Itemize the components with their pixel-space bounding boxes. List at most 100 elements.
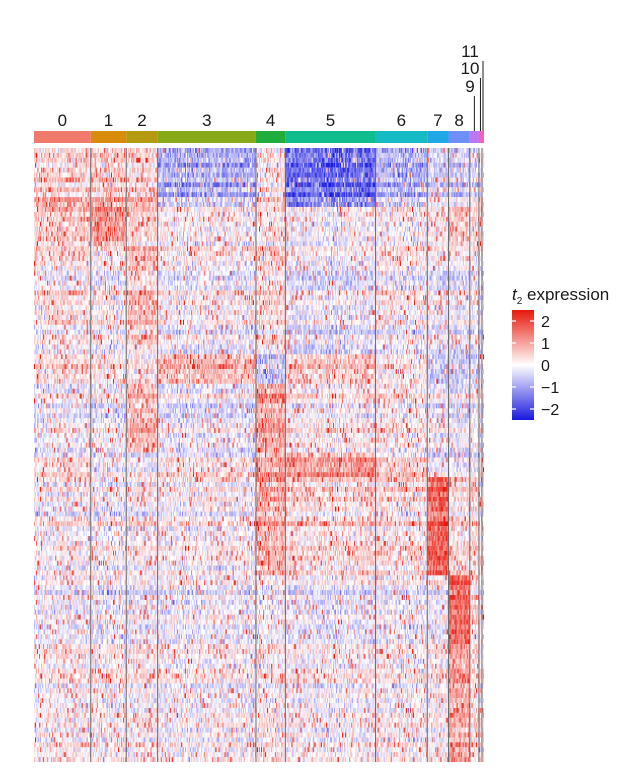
heatmap-cell — [230, 148, 231, 153]
heatmap-cell — [459, 148, 460, 153]
heatmap-cell — [233, 158, 234, 163]
heatmap-cell — [402, 168, 403, 173]
heatmap-cell — [74, 168, 75, 173]
heatmap-cell — [217, 163, 218, 168]
heatmap-cell — [154, 177, 155, 182]
heatmap-cell — [309, 158, 310, 163]
heatmap-cell — [38, 163, 39, 168]
heatmap-cell — [201, 153, 202, 158]
heatmap-cell — [165, 177, 166, 182]
heatmap-cell — [85, 148, 86, 153]
heatmap-cell — [319, 158, 320, 163]
heatmap-cell — [445, 182, 446, 187]
heatmap-cell — [333, 173, 334, 178]
heatmap-cell — [77, 173, 78, 178]
heatmap-cell — [175, 177, 176, 182]
heatmap-cell — [42, 168, 43, 173]
heatmap-cell — [293, 163, 294, 168]
heatmap-cell — [43, 177, 44, 182]
heatmap-cell — [451, 177, 452, 182]
heatmap-cell — [59, 173, 60, 178]
heatmap-cell — [164, 168, 165, 173]
heatmap-cell — [203, 153, 204, 158]
heatmap-cell — [272, 163, 273, 168]
heatmap-cell — [212, 177, 213, 182]
heatmap-cell — [422, 163, 423, 168]
heatmap-cell — [52, 168, 53, 173]
heatmap-cell — [206, 173, 207, 178]
heatmap-cell — [85, 182, 86, 187]
heatmap-cell — [136, 173, 137, 178]
heatmap-cell — [110, 148, 111, 153]
heatmap-cell — [254, 153, 255, 158]
heatmap-cell — [228, 182, 229, 187]
heatmap-cell — [415, 148, 416, 153]
heatmap-cell — [362, 173, 363, 178]
heatmap-cell — [124, 168, 125, 173]
heatmap-cell — [345, 177, 346, 182]
heatmap-cell — [161, 168, 162, 173]
heatmap-cell — [352, 148, 353, 153]
heatmap-cell — [271, 148, 272, 153]
heatmap-cell — [35, 158, 36, 163]
heatmap-cell — [458, 148, 459, 153]
heatmap-cell — [243, 148, 244, 153]
heatmap-cell — [137, 177, 138, 182]
heatmap-cell — [261, 182, 262, 187]
heatmap-cell — [245, 158, 246, 163]
heatmap-cell — [457, 168, 458, 173]
heatmap-cell — [391, 182, 392, 187]
heatmap-cell — [422, 158, 423, 163]
heatmap-cell — [234, 182, 235, 187]
heatmap-cell — [252, 163, 253, 168]
heatmap-cell — [460, 153, 461, 158]
heatmap-cell — [349, 163, 350, 168]
heatmap-cell — [215, 173, 216, 178]
heatmap-cell — [357, 173, 358, 178]
heatmap-cell — [218, 177, 219, 182]
heatmap-cell — [385, 177, 386, 182]
heatmap-cell — [237, 148, 238, 153]
heatmap-cell — [414, 177, 415, 182]
heatmap-cell — [269, 177, 270, 182]
heatmap-cell — [40, 177, 41, 182]
heatmap-cell — [188, 163, 189, 168]
heatmap-cell — [341, 182, 342, 187]
heatmap-cell — [424, 163, 425, 168]
heatmap-cell — [116, 158, 117, 163]
heatmap-cell — [391, 173, 392, 178]
heatmap-cell — [359, 148, 360, 153]
heatmap-cell — [240, 153, 241, 158]
heatmap-cell — [307, 153, 308, 158]
heatmap-cell — [253, 177, 254, 182]
heatmap-cell — [205, 173, 206, 178]
heatmap-cell — [436, 177, 437, 182]
heatmap-cell — [105, 163, 106, 168]
heatmap-cell — [335, 182, 336, 187]
heatmap-cell — [70, 173, 71, 178]
heatmap-cell — [273, 148, 274, 153]
heatmap-cell — [191, 158, 192, 163]
heatmap-cell — [406, 148, 407, 153]
heatmap-cell — [466, 163, 467, 168]
heatmap-cell — [175, 182, 176, 187]
heatmap-cell — [50, 182, 51, 187]
heatmap-cell — [266, 158, 267, 163]
heatmap-cell — [217, 153, 218, 158]
heatmap-cell — [46, 163, 47, 168]
heatmap-cell — [461, 177, 462, 182]
heatmap-cell — [203, 168, 204, 173]
heatmap-cell — [196, 177, 197, 182]
heatmap-cell — [270, 148, 271, 153]
heatmap-cell — [92, 148, 93, 153]
heatmap-cell — [185, 182, 186, 187]
heatmap-cell — [117, 168, 118, 173]
heatmap-cell — [468, 163, 469, 168]
heatmap-cell — [169, 153, 170, 158]
heatmap-cell — [178, 173, 179, 178]
heatmap-cell — [355, 182, 356, 187]
heatmap-cell — [112, 158, 113, 163]
heatmap-cell — [217, 177, 218, 182]
heatmap-cell — [265, 173, 266, 178]
heatmap-cell — [155, 173, 156, 178]
